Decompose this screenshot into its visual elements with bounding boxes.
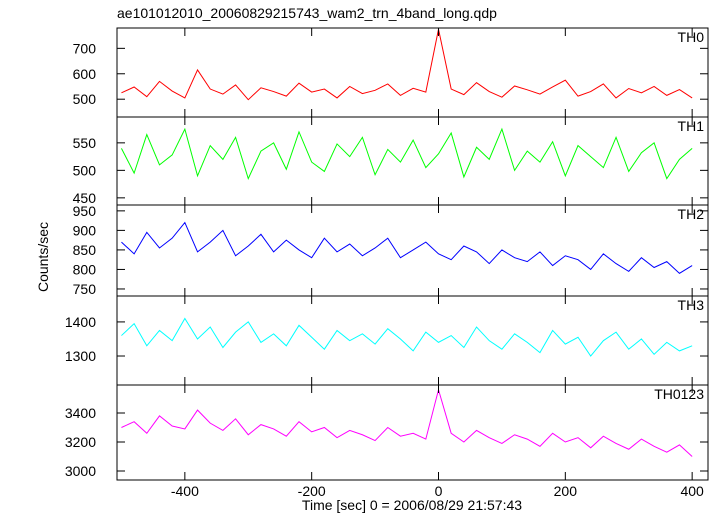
data-line [120, 127, 693, 180]
y-tick-label: 950 [73, 203, 97, 219]
y-tick-label: 700 [73, 40, 97, 56]
data-line [121, 317, 693, 357]
panel-label: TH0123 [654, 386, 704, 402]
panel-frame [116, 384, 709, 481]
x-tick-label: -200 [298, 483, 326, 499]
y-tick-label: 750 [73, 281, 97, 297]
panel-frame [116, 116, 709, 206]
panel-label: TH1 [678, 118, 705, 134]
panel-frame [116, 295, 709, 386]
panel-label: TH3 [678, 297, 705, 313]
data-line [121, 221, 693, 274]
y-tick-label: 600 [73, 66, 97, 82]
y-tick-label: 1400 [65, 314, 96, 330]
y-tick-label: 800 [73, 261, 97, 277]
panel-label: TH0 [678, 29, 705, 45]
y-tick-label: 3400 [65, 405, 96, 421]
chart-title: ae101012010_20060829215743_wam2_trn_4ban… [117, 5, 497, 21]
x-tick-label: -400 [171, 483, 199, 499]
x-tick-label: 400 [680, 483, 704, 499]
data-line [121, 387, 693, 457]
x-tick-label: 0 [435, 483, 443, 499]
panel-label: TH2 [678, 206, 705, 222]
y-tick-label: 500 [73, 91, 97, 107]
y-tick-label: 450 [73, 190, 97, 206]
x-tick-label: 200 [554, 483, 578, 499]
y-tick-label: 550 [73, 135, 97, 151]
y-tick-label: 3200 [65, 434, 96, 450]
y-tick-label: 850 [73, 242, 97, 258]
data-line [121, 29, 693, 101]
panel-frame [116, 27, 709, 118]
y-tick-label: 900 [73, 222, 97, 238]
x-axis-label: Time [sec] 0 = 2006/08/29 21:57:43 [302, 497, 522, 513]
y-tick-label: 1300 [65, 348, 96, 364]
y-tick-label: 500 [73, 162, 97, 178]
y-tick-label: 3000 [65, 463, 96, 479]
y-axis-label: Counts/sec [35, 222, 51, 292]
